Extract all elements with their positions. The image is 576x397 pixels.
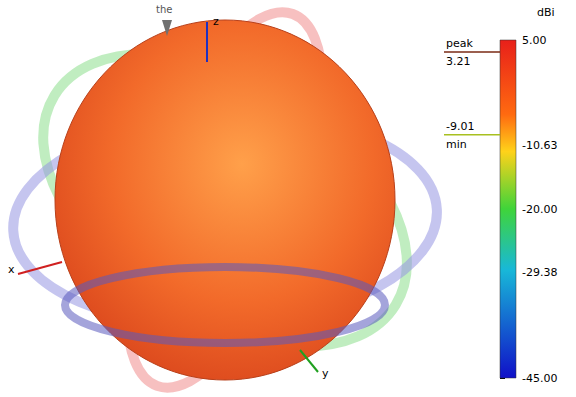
svg-text:5.00: 5.00 bbox=[522, 34, 547, 47]
svg-text:-29.38: -29.38 bbox=[522, 266, 557, 279]
svg-text:3.21: 3.21 bbox=[446, 55, 471, 68]
svg-text:-9.01: -9.01 bbox=[446, 120, 474, 133]
svg-text:z: z bbox=[213, 15, 219, 28]
svg-text:peak: peak bbox=[446, 37, 473, 50]
svg-text:-20.00: -20.00 bbox=[522, 203, 557, 216]
svg-text:x: x bbox=[8, 263, 15, 276]
svg-text:min: min bbox=[446, 138, 467, 151]
svg-text:y: y bbox=[322, 367, 329, 380]
svg-text:-10.63: -10.63 bbox=[522, 139, 557, 152]
svg-text:dBi: dBi bbox=[537, 6, 555, 19]
svg-text:the: the bbox=[156, 4, 172, 15]
svg-text:-45.00: -45.00 bbox=[522, 372, 557, 385]
